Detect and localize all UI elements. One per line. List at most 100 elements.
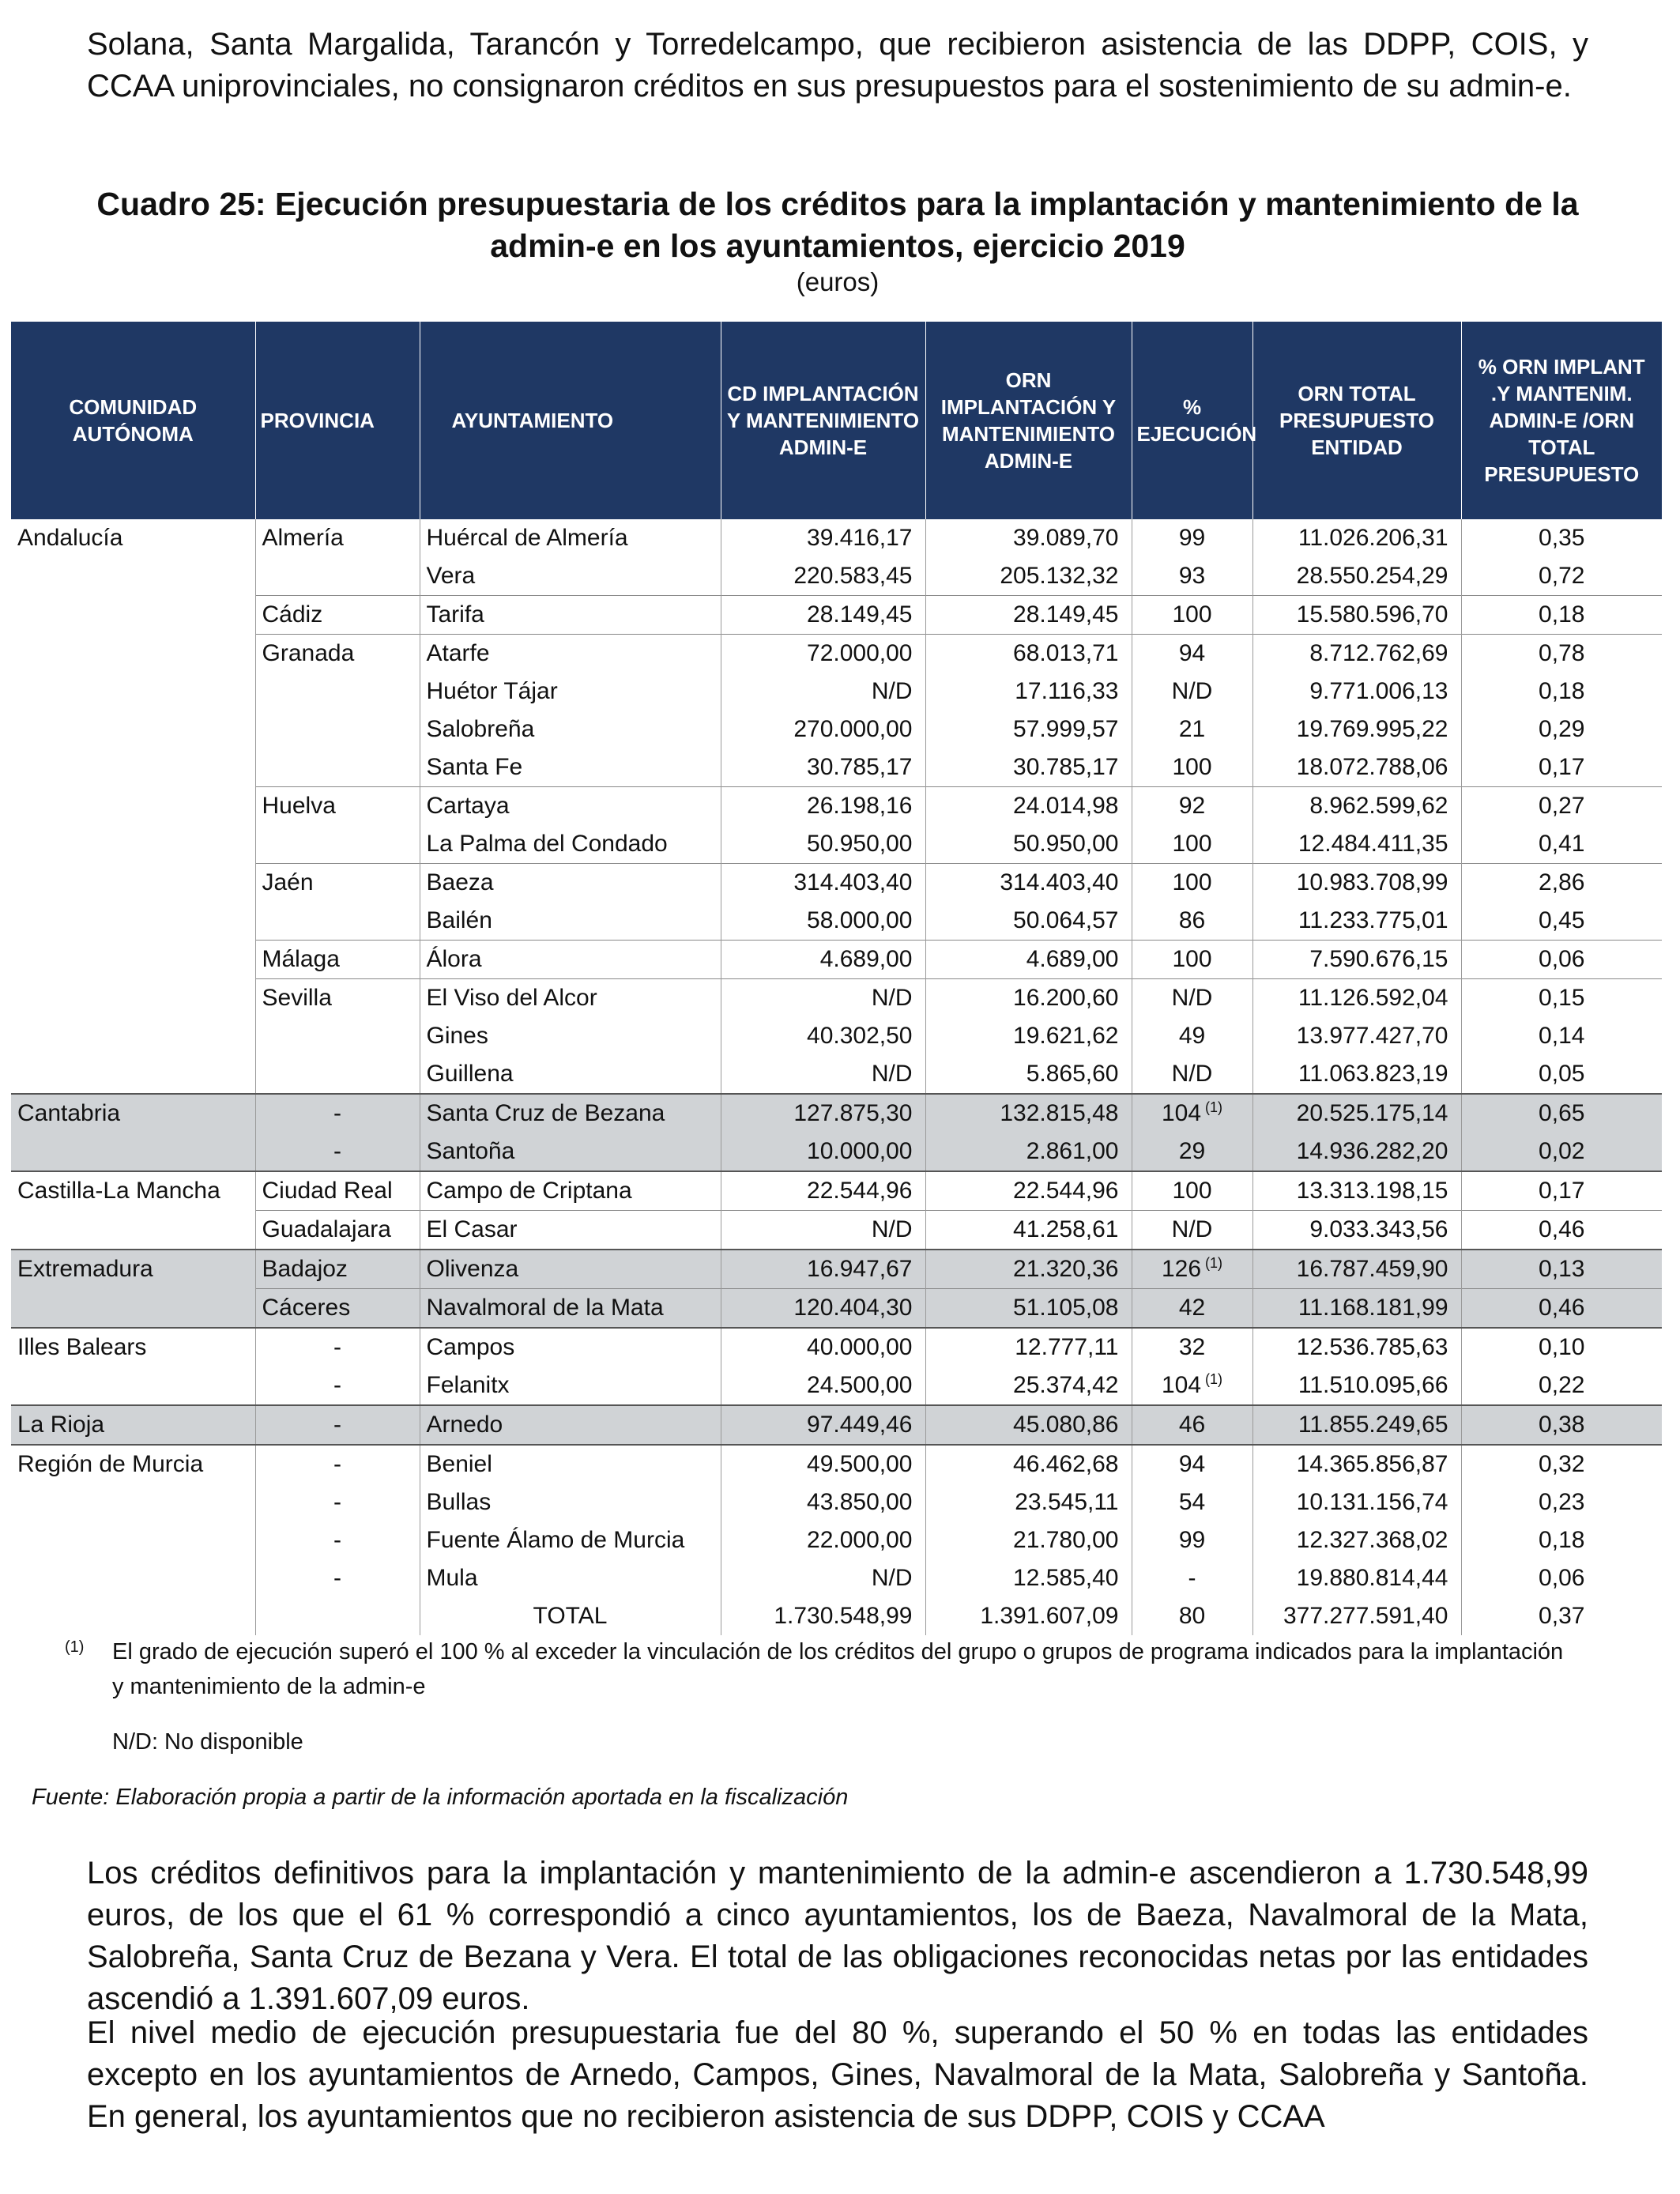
cell-ayuntamiento: Campos (420, 1327, 721, 1367)
cell-orn-total: 10.983.708,99 (1252, 863, 1462, 902)
body-paragraph-1: Los créditos definitivos para la implant… (87, 1856, 1588, 2016)
cell-pct: 0,41 (1539, 831, 1585, 857)
table-row: Castilla-La Mancha Ciudad Real Campo de Cr… (11, 1171, 1662, 1211)
cell-ayuntamiento: Salobreña (420, 711, 721, 748)
cell-orn: 39.089,70 (925, 519, 1132, 557)
cell-pct: 0,38 (1461, 1404, 1662, 1445)
cell-orn: 17.116,33 (925, 673, 1132, 711)
cell-ayuntamiento: Tarifa (420, 595, 721, 635)
cell-ejecucion: 54 (1132, 1483, 1253, 1521)
cell-orn-total: 14.936.282,20 (1252, 1133, 1462, 1171)
cell-orn-total: 11.168.181,99 (1252, 1288, 1462, 1328)
cell-cd: N/D (721, 1055, 926, 1094)
col-header-ayuntamiento: AYUNTAMIENTO (420, 322, 721, 519)
cell-provincia (255, 748, 420, 787)
table-row: Jaén Baeza 314.403,40 314.403,40 100 10.983.7… (11, 863, 1662, 902)
cell-cd: 22.544,96 (721, 1171, 926, 1211)
cell-ayuntamiento: Fuente Álamo de Murcia (420, 1521, 721, 1559)
table-row: Cáceres Navalmoral de la Mata 120.404,30 51… (11, 1288, 1662, 1328)
cell-orn-total: 11.510.095,66 (1252, 1367, 1462, 1405)
cell-ayuntamiento: Olivenza (420, 1249, 721, 1289)
total-cd: 1.730.548,99 (721, 1597, 926, 1635)
cell-orn-total: 19.880.814,44 (1252, 1559, 1462, 1597)
cell-ejecucion: 99 (1132, 1521, 1253, 1559)
cell-comunidad (11, 1483, 256, 1521)
cell-pct: 0,23 (1539, 1489, 1585, 1515)
cell-orn: 57.999,57 (925, 711, 1132, 748)
cell-orn-total: 8.962.599,62 (1252, 786, 1462, 825)
cell-orn-total: 10.131.156,74 (1252, 1483, 1462, 1521)
source-note: Fuente: Elaboración propia a partir de l… (32, 1785, 849, 1810)
cell-provincia: - (255, 1133, 420, 1171)
cell-orn-total: 11.126.592,04 (1252, 978, 1462, 1017)
cell-cd: 270.000,00 (721, 711, 926, 748)
col-header-cd: CD IMPLANTACIÓN Y MANTENIMIENTO ADMIN-E (721, 322, 926, 519)
table-body: Andalucía Almería Huércal de Almería 39.416… (11, 519, 1662, 1597)
cell-orn-total: 19.769.995,22 (1252, 711, 1462, 748)
cell-ayuntamiento: Huétor Tájar (420, 673, 721, 711)
table-row: La Palma del Condado 50.950,00 50.950,00 10… (11, 825, 1662, 864)
cell-provincia: Jaén (255, 863, 420, 902)
cell-ayuntamiento: Navalmoral de la Mata (420, 1288, 721, 1328)
cell-ejecucion: 94 (1132, 1444, 1253, 1483)
cell-pct: 0,18 (1539, 678, 1585, 704)
cell-ayuntamiento: El Viso del Alcor (420, 978, 721, 1017)
table-row: Bailén 58.000,00 50.064,57 86 11.233.775,01 0… (11, 902, 1662, 941)
cell-pct: 0,17 (1461, 1171, 1662, 1211)
col-header-provincia: PROVINCIA (255, 322, 420, 519)
cell-orn: 16.200,60 (925, 978, 1132, 1017)
cell-ejecucion: 100 (1132, 825, 1253, 864)
cell-orn: 21.780,00 (925, 1521, 1132, 1559)
cell-ayuntamiento: Atarfe (420, 634, 721, 673)
table-units: (euros) (796, 267, 880, 296)
cell-orn: 19.621,62 (925, 1017, 1132, 1055)
cell-orn-total: 13.313.198,15 (1252, 1171, 1462, 1211)
cell-pct: 0,29 (1539, 716, 1585, 742)
footnote-mark: (1) (65, 1638, 85, 1656)
cell-orn: 4.689,00 (925, 940, 1132, 979)
cell-comunidad (11, 902, 256, 941)
cell-orn-total: 11.233.775,01 (1252, 902, 1462, 941)
cell-provincia (255, 711, 420, 748)
cell-cd: 24.500,00 (721, 1367, 926, 1405)
total-label: TOTAL (420, 1597, 721, 1635)
cell-ayuntamiento: Baeza (420, 863, 721, 902)
table-row: - Bullas 43.850,00 23.545,11 54 10.131.156,74… (11, 1483, 1662, 1521)
cell-orn: 12.585,40 (925, 1559, 1132, 1597)
cell-comunidad (11, 1521, 256, 1559)
cell-ejecucion: 94 (1132, 634, 1253, 673)
cell-provincia: - (255, 1483, 420, 1521)
table-row: Sevilla El Viso del Alcor N/D 16.200,60 N/D 1… (11, 978, 1662, 1017)
cell-orn-total: 7.590.676,15 (1252, 940, 1462, 979)
cell-ejecucion: 42 (1132, 1288, 1253, 1328)
cell-orn: 46.462,68 (925, 1444, 1132, 1483)
table-row: Región de Murcia - Beniel 49.500,00 46.462,6… (11, 1444, 1662, 1483)
cell-pct: 0,14 (1539, 1023, 1585, 1049)
cell-cd: 97.449,46 (721, 1404, 926, 1445)
cell-cd: 72.000,00 (721, 634, 926, 673)
cell-comunidad (11, 825, 256, 864)
cell-pct: 0,27 (1461, 786, 1662, 825)
table-row: Illes Balears - Campos 40.000,00 12.777,11 32… (11, 1327, 1662, 1367)
cell-pct: 0,78 (1461, 634, 1662, 673)
cell-orn-total: 8.712.762,69 (1252, 634, 1462, 673)
table-title: Cuadro 25: Ejecución presupuestaria de l… (96, 186, 1579, 264)
table-row: Salobreña 270.000,00 57.999,57 21 19.769.995… (11, 711, 1662, 748)
cell-ayuntamiento: Bailén (420, 902, 721, 941)
cell-ejecucion: 126 (1) (1132, 1249, 1253, 1289)
cell-ejecucion: 93 (1132, 557, 1253, 596)
cell-ayuntamiento: Bullas (420, 1483, 721, 1521)
table-row: - Mula N/D 12.585,40-19.880.814,44 0,06 (11, 1559, 1662, 1597)
cell-ejecucion: 99 (1132, 519, 1253, 557)
cell-cd: N/D (721, 1210, 926, 1250)
table-row: Guillena N/D 5.865,60 N/D 11.063.823,19 0,05 (11, 1055, 1662, 1094)
cell-orn: 205.132,32 (925, 557, 1132, 596)
cell-pct: 0,06 (1461, 940, 1662, 979)
cell-pct: 0,18 (1461, 595, 1662, 635)
cell-ayuntamiento: La Palma del Condado (420, 825, 721, 864)
cell-provincia: - (255, 1093, 420, 1133)
cell-ejecucion: N/D (1132, 673, 1253, 711)
cell-ayuntamiento: Campo de Criptana (420, 1171, 721, 1211)
cell-orn: 2.861,00 (925, 1133, 1132, 1171)
table-row: Huelva Cartaya 26.198,16 24.014,98 92 8.962.5… (11, 786, 1662, 825)
